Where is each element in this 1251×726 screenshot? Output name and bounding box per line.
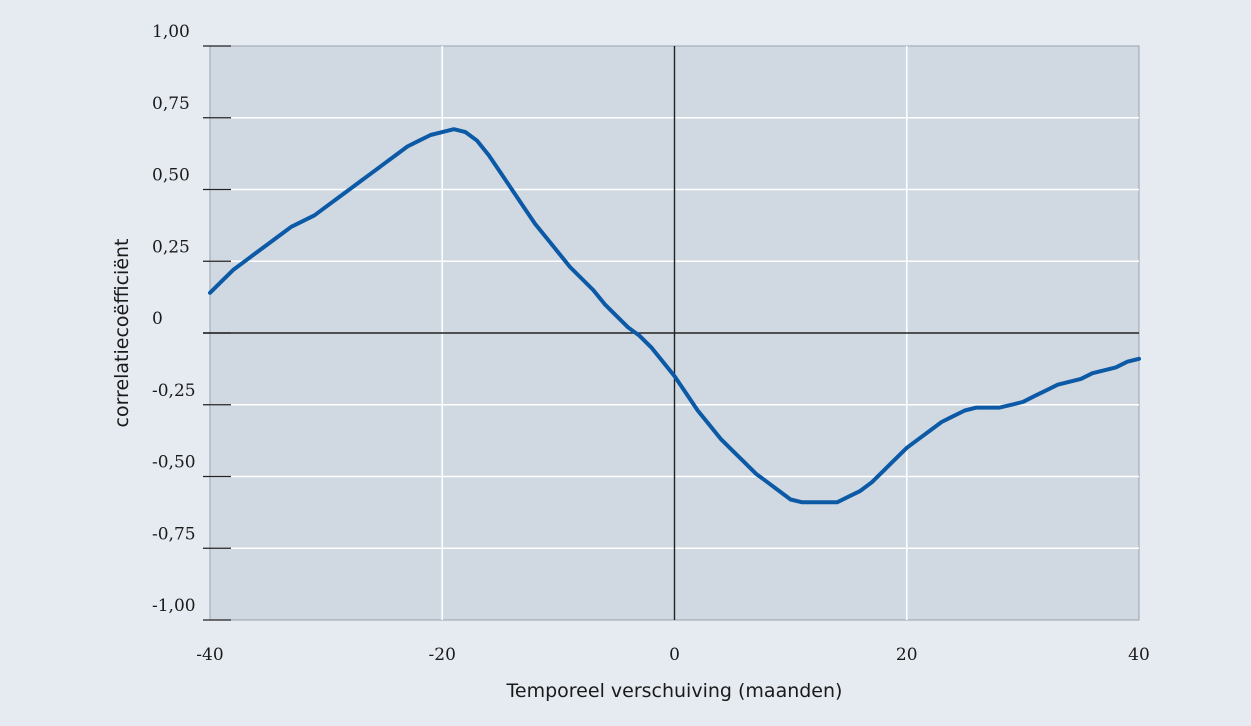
y-tick-label: 0,50 — [152, 166, 190, 186]
series-line — [208, 127, 1141, 505]
x-tick-label: 20 — [896, 645, 918, 665]
axes — [203, 46, 1139, 620]
x-tick-label: -40 — [196, 645, 223, 665]
x-axis-ticks: -40 -20 0 20 40 — [196, 645, 1150, 665]
y-tick-label: -0,50 — [152, 453, 196, 473]
y-tick-label: -0,75 — [152, 524, 196, 544]
y-tick-label: -0,25 — [152, 381, 196, 401]
x-tick-label: 40 — [1128, 645, 1150, 665]
x-tick-label: -20 — [429, 645, 456, 665]
x-axis-title: Temporeel verschuiving (maanden) — [506, 680, 843, 702]
y-tick-label: -1,00 — [152, 596, 196, 616]
y-tick-label: 0,75 — [152, 94, 190, 114]
y-tick-label: 1,00 — [152, 22, 190, 42]
y-axis-ticks: 1,00 0,75 0,50 0,25 0 -0,25 -0,50 -0,75 -1,00 — [152, 22, 231, 621]
y-tick-label: 0 — [152, 309, 163, 329]
series-group — [208, 127, 1141, 505]
x-tick-label: 0 — [669, 645, 680, 665]
y-tick-label: 0,25 — [152, 237, 190, 257]
y-axis-title: correlatiecoëfficiënt — [111, 238, 133, 427]
